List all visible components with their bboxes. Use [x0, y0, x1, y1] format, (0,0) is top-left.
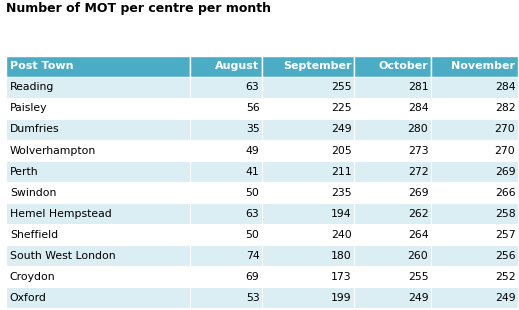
- Text: Post Town: Post Town: [10, 61, 73, 71]
- Text: 284: 284: [495, 82, 515, 92]
- Text: 282: 282: [495, 104, 515, 113]
- Text: 69: 69: [246, 272, 260, 282]
- Text: 270: 270: [495, 125, 515, 135]
- Text: Dumfries: Dumfries: [10, 125, 60, 135]
- Text: 264: 264: [408, 230, 428, 240]
- Text: 249: 249: [331, 125, 351, 135]
- Text: 255: 255: [408, 272, 428, 282]
- Text: 35: 35: [246, 125, 260, 135]
- Text: Croydon: Croydon: [10, 272, 56, 282]
- Text: November: November: [452, 61, 515, 71]
- Text: 53: 53: [246, 293, 260, 303]
- Text: Perth: Perth: [10, 166, 38, 177]
- Text: 173: 173: [331, 272, 351, 282]
- Text: Paisley: Paisley: [10, 104, 47, 113]
- Text: 255: 255: [331, 82, 351, 92]
- Text: Reading: Reading: [10, 82, 54, 92]
- Text: 256: 256: [495, 251, 515, 261]
- Text: 249: 249: [495, 293, 515, 303]
- Text: Swindon: Swindon: [10, 188, 56, 198]
- Text: 252: 252: [495, 272, 515, 282]
- Text: 205: 205: [331, 145, 351, 156]
- Text: 225: 225: [331, 104, 351, 113]
- Text: 272: 272: [408, 166, 428, 177]
- Text: 281: 281: [408, 82, 428, 92]
- Text: 258: 258: [495, 209, 515, 219]
- Text: 74: 74: [246, 251, 260, 261]
- Text: 56: 56: [246, 104, 260, 113]
- Text: 269: 269: [495, 166, 515, 177]
- Text: 49: 49: [246, 145, 260, 156]
- Text: 63: 63: [246, 209, 260, 219]
- Text: 284: 284: [408, 104, 428, 113]
- Text: 280: 280: [407, 125, 428, 135]
- Text: 260: 260: [407, 251, 428, 261]
- Text: 257: 257: [495, 230, 515, 240]
- Text: 50: 50: [245, 230, 260, 240]
- Text: 249: 249: [408, 293, 428, 303]
- Text: 41: 41: [246, 166, 260, 177]
- Text: August: August: [215, 61, 260, 71]
- Text: 262: 262: [408, 209, 428, 219]
- Text: 235: 235: [331, 188, 351, 198]
- Text: October: October: [379, 61, 428, 71]
- Text: Number of MOT per centre per month: Number of MOT per centre per month: [6, 2, 271, 15]
- Text: Sheffield: Sheffield: [10, 230, 58, 240]
- Text: 269: 269: [408, 188, 428, 198]
- Text: 240: 240: [331, 230, 351, 240]
- Text: 273: 273: [408, 145, 428, 156]
- Text: 180: 180: [331, 251, 351, 261]
- Text: 63: 63: [246, 82, 260, 92]
- Text: 266: 266: [495, 188, 515, 198]
- Text: 50: 50: [245, 188, 260, 198]
- Text: 194: 194: [331, 209, 351, 219]
- Text: Wolverhampton: Wolverhampton: [10, 145, 96, 156]
- Text: 270: 270: [495, 145, 515, 156]
- Text: 199: 199: [331, 293, 351, 303]
- Text: Oxford: Oxford: [10, 293, 47, 303]
- Text: South West London: South West London: [10, 251, 116, 261]
- Text: September: September: [283, 61, 351, 71]
- Text: 211: 211: [331, 166, 351, 177]
- Text: Hemel Hempstead: Hemel Hempstead: [10, 209, 112, 219]
